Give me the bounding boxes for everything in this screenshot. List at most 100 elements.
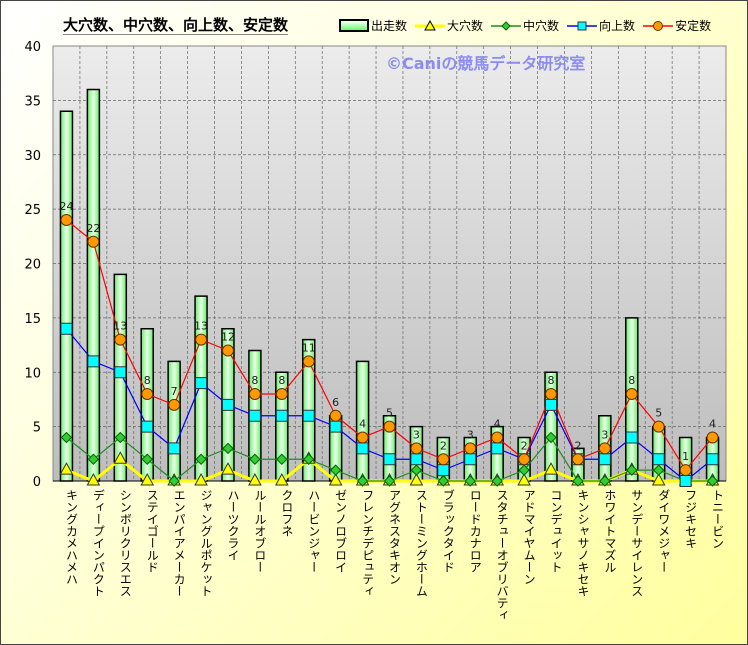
data-label: 3 <box>601 428 608 441</box>
data-label: 13 <box>113 320 127 333</box>
data-label: 8 <box>144 374 151 387</box>
marker-square <box>545 398 558 411</box>
marker-diamond <box>303 453 315 465</box>
data-label: 24 <box>59 200 73 213</box>
marker-triangle <box>328 472 343 486</box>
data-label: 11 <box>302 341 316 354</box>
marker-square <box>598 453 611 466</box>
marker-circle <box>491 431 504 444</box>
data-label: 13 <box>194 320 208 333</box>
data-label: 3 <box>467 428 474 441</box>
marker-square <box>679 475 692 487</box>
marker-circle <box>383 420 396 433</box>
legend: 出走数 大穴数 中穴数 向上数 安定数 <box>339 17 711 34</box>
legend-item-chuana: 中穴数 <box>491 17 559 34</box>
x-tick-label: ルールオブロー <box>253 489 267 573</box>
y-tick-label: 20 <box>24 258 41 273</box>
legend-item-koujou: 向上数 <box>567 17 635 34</box>
bar-starts <box>86 88 101 482</box>
marker-circle <box>329 409 342 422</box>
x-tick-label: キングカメハメハ <box>64 489 78 585</box>
data-label: 3 <box>413 428 420 441</box>
marker-circle <box>275 388 288 400</box>
marker-triangle <box>194 472 208 486</box>
x-tick-label: クロフネ <box>280 489 294 537</box>
marker-diamond <box>195 453 207 465</box>
marker-square <box>114 366 127 379</box>
data-label: 8 <box>251 374 258 387</box>
x-tick-label: ブラックタイド <box>441 488 455 573</box>
marker-square <box>706 453 719 466</box>
data-label: 7 <box>171 385 178 398</box>
marker-diamond <box>60 431 73 444</box>
legend-item-daiana: 大穴数 <box>415 17 483 34</box>
x-tick-label: アドマイヤムーン <box>522 489 536 585</box>
x-tick-label: ホワイトマズル <box>603 489 617 573</box>
marker-square <box>329 420 342 433</box>
marker-diamond <box>545 431 557 444</box>
x-tick-label: キンシャサノキセキ <box>576 489 590 597</box>
marker-diamond <box>518 464 530 476</box>
legend-item-antei: 安定数 <box>643 17 711 34</box>
data-label: 4 <box>494 418 501 431</box>
marker-triangle <box>248 472 262 486</box>
marker-circle <box>141 388 154 400</box>
marker-circle <box>87 235 100 248</box>
x-tick-label: ディープインパクト <box>91 489 105 597</box>
marker-triangle <box>409 472 424 486</box>
legend-label: 出走数 <box>371 19 408 33</box>
marker-diamond <box>87 453 100 465</box>
x-tick-label: エンパイアメーカー <box>172 489 186 597</box>
marker-square <box>195 377 208 390</box>
x-tick-label: トニービン <box>711 489 725 549</box>
marker-circle <box>195 333 208 346</box>
marker-diamond <box>410 464 423 476</box>
marker-triangle <box>59 462 74 475</box>
y-tick-label: 30 <box>24 149 41 164</box>
marker-circle <box>598 442 611 455</box>
x-tick-label: ジャングルポケット <box>199 489 213 597</box>
x-tick-label: アグネスタキオン <box>388 489 402 585</box>
data-label: 1 <box>682 450 689 463</box>
marker-diamond <box>114 431 127 444</box>
marker-square <box>410 453 423 466</box>
legend-square-icon <box>567 21 598 30</box>
marker-triangle <box>517 472 531 486</box>
marker-square <box>302 409 315 422</box>
x-tick-label: ストーミングホーム <box>414 489 428 597</box>
marker-circle <box>625 388 638 400</box>
bar-starts <box>59 110 74 482</box>
marker-diamond <box>141 453 153 465</box>
marker-diamond <box>626 464 638 476</box>
marker-diamond <box>491 475 503 487</box>
marker-diamond <box>222 442 234 455</box>
watermark: ©Caniの競馬データ研究室 <box>386 54 586 73</box>
marker-circle <box>679 464 692 477</box>
marker-circle <box>248 388 261 400</box>
data-label: 2 <box>440 439 447 452</box>
chart-title: 大穴数、中穴数、向上数、安定数 <box>63 16 289 34</box>
data-label: 2 <box>574 439 581 452</box>
x-tick-label: シンボリクリスエス <box>118 489 132 597</box>
marker-triangle <box>221 462 235 475</box>
marker-square <box>625 431 638 444</box>
y-tick-label: 15 <box>24 312 41 327</box>
marker-square <box>168 442 181 455</box>
marker-diamond <box>437 475 450 487</box>
x-tick-label: ゼンノロブロイ <box>334 489 348 573</box>
marker-circle <box>221 344 234 357</box>
marker-circle <box>571 453 584 466</box>
x-tick-label: ハーツクライ <box>226 489 240 561</box>
marker-circle <box>168 398 181 411</box>
y-tick-label: 5 <box>33 421 41 436</box>
marker-circle <box>114 333 127 346</box>
marker-diamond <box>706 475 719 487</box>
marker-triangle <box>140 472 155 486</box>
marker-square <box>383 453 396 466</box>
marker-square <box>491 442 504 455</box>
legend-circle-icon <box>643 20 674 31</box>
marker-circle <box>545 388 558 400</box>
legend-item-starts: 出走数 <box>339 17 407 34</box>
bar-starts <box>167 360 181 482</box>
